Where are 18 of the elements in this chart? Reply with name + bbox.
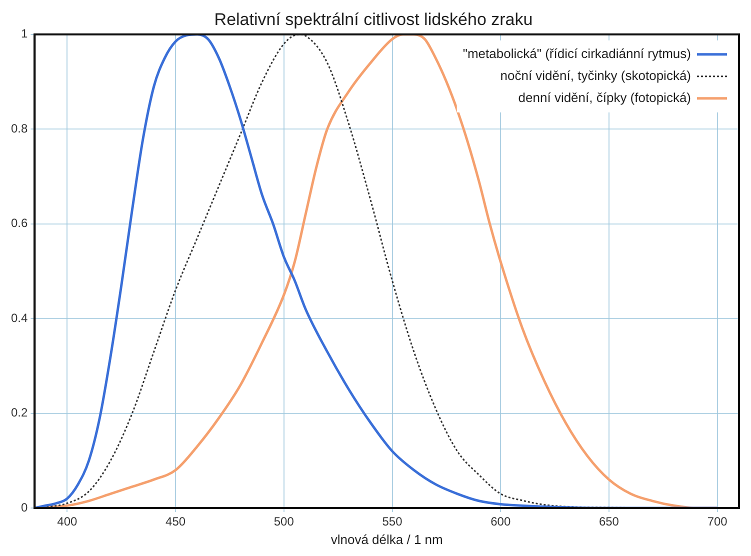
- legend-label: noční vidění, tyčinky (skotopická): [500, 68, 691, 83]
- x-tick-label: 500: [274, 514, 294, 529]
- y-tick-label: 0.2: [10, 406, 28, 420]
- x-tick-label: 400: [57, 514, 78, 529]
- y-tick-label: 0: [20, 500, 28, 514]
- y-tick-label: 1: [20, 26, 28, 41]
- x-tick-label: 600: [490, 514, 511, 529]
- x-tick-label: 450: [166, 514, 186, 529]
- y-tick-label: 0.6: [10, 216, 28, 230]
- legend-label: "metabolická" (řídicí cirkadiánní rytmus): [462, 46, 691, 61]
- x-axis-title: vlnová délka / 1 nm: [330, 532, 443, 547]
- y-tick-label: 0.8: [10, 121, 28, 136]
- y-tick-label: 0.4: [10, 310, 28, 325]
- legend-label: denní vidění, čípky (fotopická): [518, 90, 691, 105]
- x-tick-label: 550: [382, 514, 403, 529]
- chart-title: Relativní spektrální citlivost lidského zraku: [214, 10, 533, 29]
- x-tick-label: 700: [707, 514, 728, 529]
- x-tick-label: 650: [598, 514, 620, 529]
